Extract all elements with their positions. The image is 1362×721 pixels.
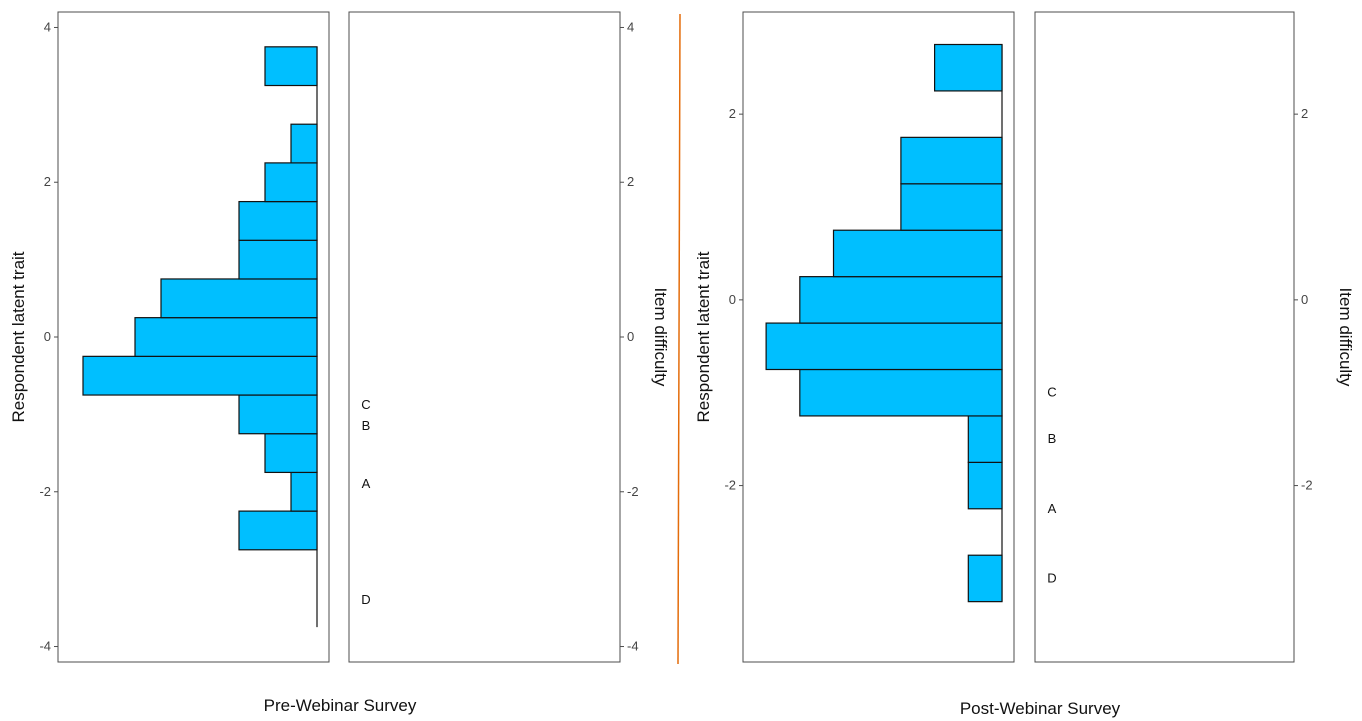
- right-tick-label: -2: [627, 484, 639, 499]
- right-tick-label: 0: [627, 329, 634, 344]
- right-tick-label: -4: [627, 639, 639, 654]
- left-tick-label: 0: [729, 292, 736, 307]
- left-tick-label: -2: [39, 484, 51, 499]
- left-tick-label: 0: [44, 329, 51, 344]
- right-tick-label: 4: [627, 19, 634, 34]
- histogram-bar: [832, 229, 1003, 278]
- histogram-bar: [264, 46, 318, 87]
- histogram-bar: [290, 471, 318, 512]
- item-label-b: B: [1048, 431, 1057, 446]
- histogram-bar: [967, 415, 1003, 463]
- item-label-b: B: [362, 418, 371, 433]
- histogram-bar: [134, 317, 318, 357]
- histogram-bar: [160, 278, 318, 319]
- histogram-bar: [238, 510, 318, 551]
- left-tick-label: -4: [39, 639, 51, 654]
- item-label-d: D: [1047, 570, 1056, 585]
- item-label-a: A: [362, 476, 371, 491]
- item-label-a: A: [1048, 501, 1057, 516]
- item-difficulty-frame: [1034, 11, 1295, 663]
- pre-webinar-panel: -4 -4 -2 -2 0 0 2 2 4 4 CB A D Respondent latent trai…: [9, 11, 670, 715]
- histogram-bar: [765, 322, 1003, 371]
- histogram-bar: [967, 461, 1003, 510]
- histogram-bar: [934, 43, 1003, 92]
- histogram-bar: [799, 276, 1003, 324]
- histogram-bar: [799, 368, 1003, 417]
- panel-caption: Post-Webinar Survey: [960, 699, 1121, 718]
- histogram-bar: [238, 394, 318, 435]
- histogram-bar: [264, 433, 318, 474]
- histogram-bar: [900, 183, 1003, 231]
- left-tick-label: 4: [44, 19, 51, 34]
- person-axis-title: Respondent latent trait: [9, 251, 28, 422]
- post-webinar-panel: -2 -2 0 0 2 2 C B A D Respondent latent trait Item …: [694, 11, 1355, 718]
- item-axis-title: Item difficulty: [1336, 288, 1355, 387]
- histogram-bar: [264, 162, 318, 203]
- histogram-bar: [238, 200, 318, 241]
- right-tick-label: 0: [1301, 292, 1308, 307]
- histogram-bar: [967, 554, 1003, 603]
- left-tick-label: -2: [724, 478, 736, 493]
- right-tick-label: -2: [1301, 478, 1313, 493]
- item-label-c: C: [1047, 385, 1056, 400]
- right-tick-label: 2: [627, 174, 634, 189]
- left-tick-label: 2: [44, 174, 51, 189]
- panel-divider-line: [677, 13, 681, 665]
- histogram-bar: [900, 136, 1003, 185]
- left-tick-label: 2: [729, 106, 736, 121]
- item-difficulty-frame: [348, 11, 621, 663]
- person-axis-title: Respondent latent trait: [694, 251, 713, 422]
- item-axis-title: Item difficulty: [651, 288, 670, 387]
- person-histogram-frame: [742, 11, 1015, 663]
- histogram-bar: [82, 355, 318, 396]
- item-label-d: D: [361, 592, 370, 607]
- item-label-c: C: [361, 397, 370, 412]
- right-tick-label: 2: [1301, 106, 1308, 121]
- histogram-bar: [290, 123, 318, 164]
- panel-caption: Pre-Webinar Survey: [264, 696, 417, 715]
- histogram-bar: [238, 239, 318, 280]
